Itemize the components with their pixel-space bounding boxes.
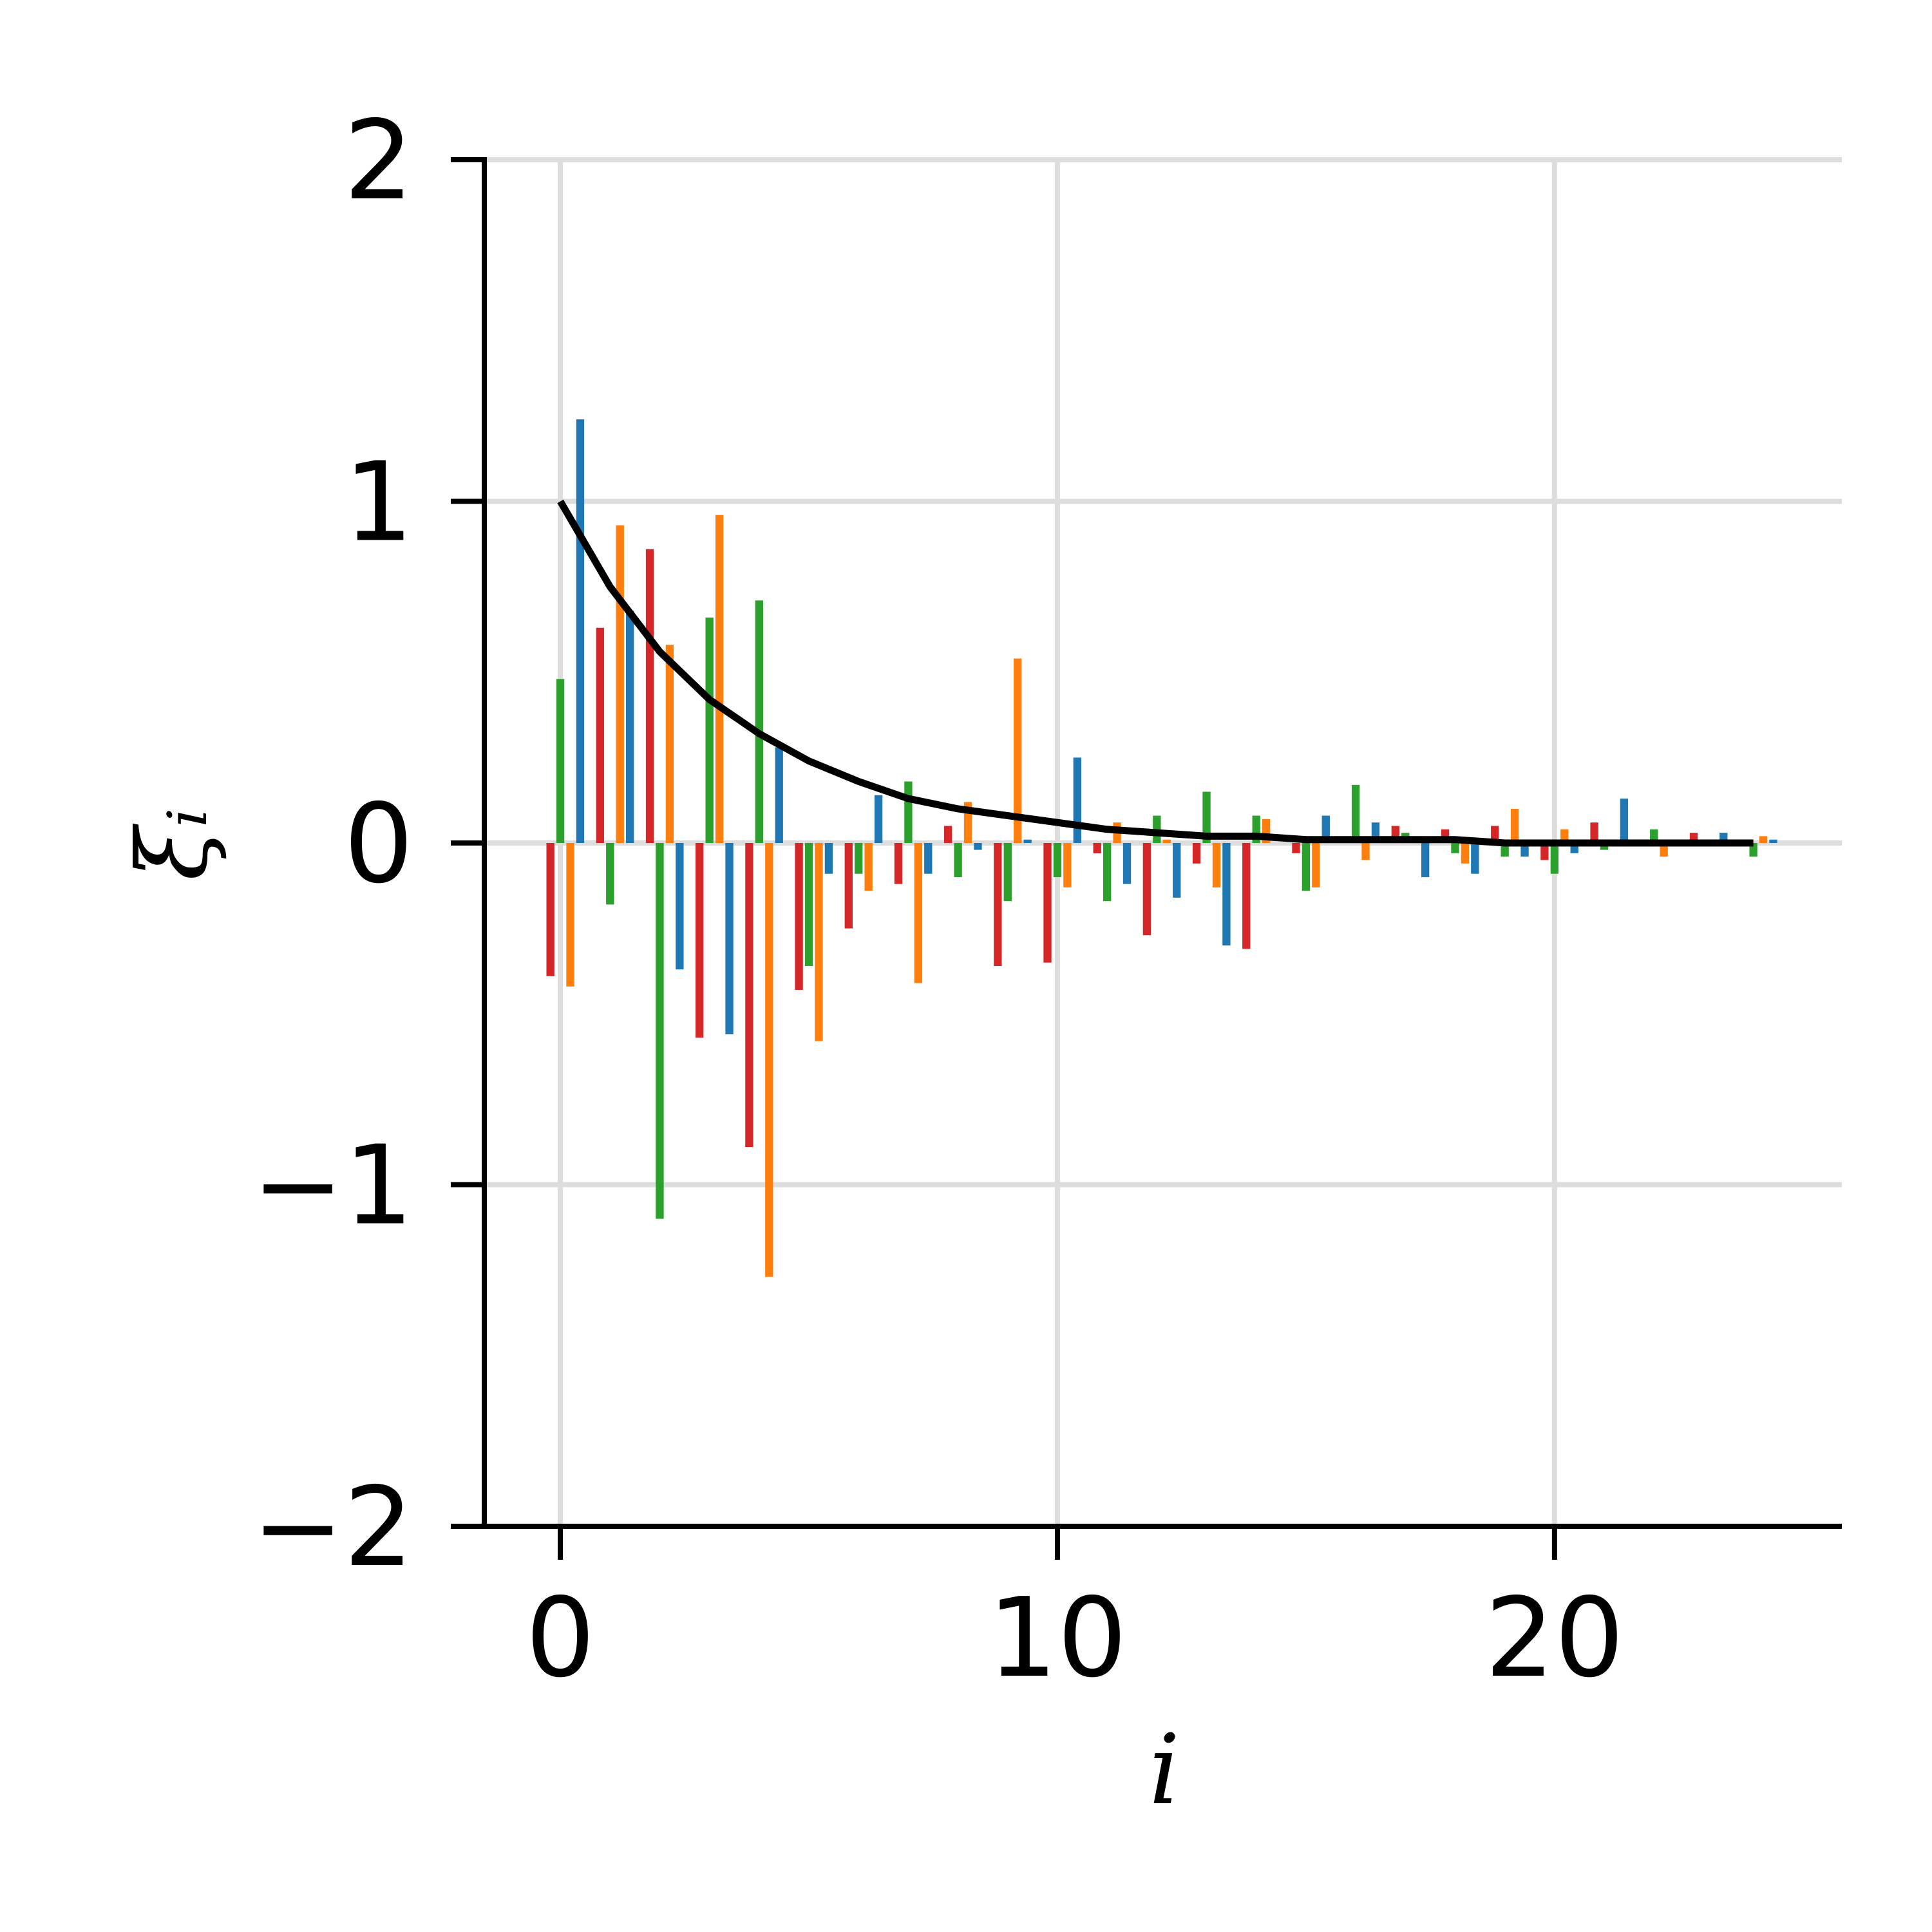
bar <box>1351 784 1360 843</box>
bar <box>556 679 565 843</box>
bar <box>765 843 773 1277</box>
bar <box>974 843 982 850</box>
bar <box>924 843 933 874</box>
y-tick-label: −2 <box>252 1464 413 1591</box>
bar <box>715 515 724 843</box>
bar <box>676 843 684 970</box>
y-tick-label: 1 <box>344 439 413 567</box>
bar <box>625 611 634 843</box>
bar <box>1192 843 1201 864</box>
bar <box>844 843 853 929</box>
bar <box>1014 658 1022 843</box>
bar <box>1222 843 1231 946</box>
bar <box>1053 843 1062 878</box>
bar <box>1421 843 1430 878</box>
bar <box>606 843 614 905</box>
bar <box>1173 843 1181 898</box>
bar <box>656 843 664 1219</box>
bar <box>855 843 863 874</box>
bar <box>1769 839 1777 843</box>
bar <box>596 627 605 843</box>
bar <box>1063 843 1072 887</box>
bar <box>914 843 923 983</box>
bar <box>1023 839 1032 843</box>
bar <box>725 843 734 1035</box>
x-tick-label: 20 <box>1485 1575 1624 1702</box>
bar <box>665 645 674 843</box>
bar <box>943 826 952 843</box>
bar <box>775 747 783 843</box>
y-tick-label: 2 <box>344 97 413 225</box>
bar <box>1043 843 1052 963</box>
bar <box>1003 843 1012 902</box>
bar <box>904 781 913 843</box>
bar <box>864 843 873 891</box>
bar <box>755 600 764 843</box>
bar <box>1540 843 1549 860</box>
bar <box>546 843 554 976</box>
bar <box>824 843 833 874</box>
bar <box>1142 843 1151 936</box>
y-tick-label: 0 <box>344 781 413 908</box>
bar <box>616 525 624 843</box>
bar <box>1550 843 1559 874</box>
bar <box>696 843 704 1038</box>
bar <box>1590 822 1598 843</box>
bar <box>1302 843 1311 891</box>
bar <box>745 843 753 1148</box>
bar <box>576 419 585 843</box>
bar <box>1361 843 1370 860</box>
bar <box>1122 843 1132 884</box>
bar <box>804 843 813 966</box>
bar <box>1461 843 1470 864</box>
x-tick-label: 0 <box>526 1575 595 1702</box>
bar <box>1093 843 1101 853</box>
bar <box>1202 791 1211 843</box>
x-axis-label: i <box>1149 1714 1180 1826</box>
bar <box>1471 843 1479 874</box>
bar <box>1451 843 1459 853</box>
y-tick-label: −1 <box>252 1122 413 1250</box>
bar <box>705 617 714 843</box>
y-axis-label: ξᵢ <box>117 808 229 881</box>
bar <box>954 843 962 878</box>
line <box>557 499 1754 847</box>
bar <box>1759 836 1768 843</box>
bar <box>1073 757 1082 843</box>
bar <box>1162 839 1171 843</box>
bar <box>1103 843 1112 902</box>
bar <box>894 843 903 884</box>
bar <box>1510 808 1519 843</box>
bar <box>1212 843 1221 887</box>
bar <box>815 843 823 1041</box>
x-tick-label: 10 <box>988 1575 1127 1702</box>
bar <box>1242 843 1251 949</box>
bar <box>1620 799 1629 843</box>
bar <box>795 843 803 990</box>
bar <box>994 843 1002 966</box>
bar <box>645 549 654 843</box>
bar <box>1292 843 1300 853</box>
bar <box>874 795 883 843</box>
bar <box>1312 843 1320 887</box>
bar <box>566 843 574 987</box>
